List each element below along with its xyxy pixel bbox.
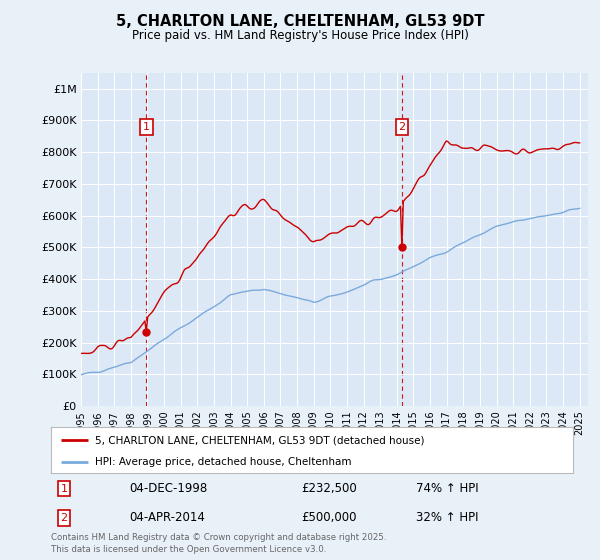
Text: 74% ↑ HPI: 74% ↑ HPI: [416, 482, 479, 495]
Text: 2: 2: [61, 513, 68, 522]
Text: 04-DEC-1998: 04-DEC-1998: [130, 482, 208, 495]
Text: £500,000: £500,000: [302, 511, 357, 524]
Text: 1: 1: [143, 122, 150, 132]
Text: 1: 1: [61, 484, 68, 493]
Text: Price paid vs. HM Land Registry's House Price Index (HPI): Price paid vs. HM Land Registry's House …: [131, 29, 469, 42]
Text: 32% ↑ HPI: 32% ↑ HPI: [416, 511, 479, 524]
Text: 2: 2: [398, 122, 406, 132]
Text: 5, CHARLTON LANE, CHELTENHAM, GL53 9DT (detached house): 5, CHARLTON LANE, CHELTENHAM, GL53 9DT (…: [95, 435, 425, 445]
Text: Contains HM Land Registry data © Crown copyright and database right 2025.
This d: Contains HM Land Registry data © Crown c…: [51, 533, 386, 554]
Text: £232,500: £232,500: [302, 482, 358, 495]
Text: HPI: Average price, detached house, Cheltenham: HPI: Average price, detached house, Chel…: [95, 457, 352, 466]
Text: 5, CHARLTON LANE, CHELTENHAM, GL53 9DT: 5, CHARLTON LANE, CHELTENHAM, GL53 9DT: [116, 14, 484, 29]
Text: 04-APR-2014: 04-APR-2014: [130, 511, 205, 524]
